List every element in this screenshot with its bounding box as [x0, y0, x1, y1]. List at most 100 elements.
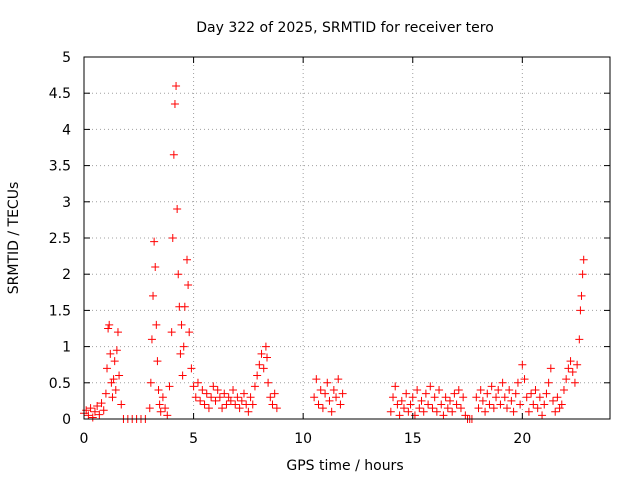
x-tick-label: 15 [404, 431, 422, 447]
data-point [397, 396, 406, 405]
data-point [415, 404, 424, 413]
data-point [496, 400, 505, 409]
data-point [158, 393, 167, 402]
data-point [90, 407, 99, 416]
data-point [450, 389, 459, 398]
data-point [502, 404, 511, 413]
data-point [323, 378, 332, 387]
data-point [533, 404, 542, 413]
data-point [177, 320, 186, 329]
data-point [183, 255, 192, 264]
data-point [332, 393, 341, 402]
data-point [170, 100, 179, 109]
data-point [233, 393, 242, 402]
y-tick-label: 5 [62, 50, 71, 66]
data-point [222, 400, 231, 409]
data-point [448, 407, 457, 416]
data-point [244, 407, 253, 416]
data-point [220, 389, 229, 398]
data-point [524, 407, 533, 416]
data-point [573, 360, 582, 369]
y-tick-label: 4 [62, 122, 71, 138]
data-point [430, 393, 439, 402]
data-point [153, 357, 162, 366]
data-point [101, 389, 110, 398]
data-point [459, 393, 468, 402]
data-point [476, 386, 485, 395]
data-point [266, 393, 275, 402]
data-point [213, 386, 222, 395]
data-point [546, 364, 555, 373]
x-tick-label: 5 [189, 431, 198, 447]
data-point [522, 393, 531, 402]
data-point [478, 396, 487, 405]
x-tick-label: 20 [513, 431, 531, 447]
data-point [564, 364, 573, 373]
data-point [189, 382, 198, 391]
data-point [520, 375, 529, 384]
data-point [485, 400, 494, 409]
data-point [441, 393, 450, 402]
data-point [437, 400, 446, 409]
data-point [161, 404, 170, 413]
data-point [454, 386, 463, 395]
data-point [513, 378, 522, 387]
data-point [169, 150, 178, 159]
data-point [168, 234, 177, 242]
grid-layer [84, 57, 610, 419]
data-point [218, 404, 227, 413]
y-tick-label: 3.5 [49, 159, 71, 175]
data-point [553, 393, 562, 402]
data-point [253, 371, 262, 380]
data-point [527, 389, 536, 398]
data-point [338, 389, 347, 398]
data-point [97, 399, 106, 408]
x-axis-label: GPS time / hours [286, 458, 403, 474]
data-point [150, 237, 159, 246]
data-point [261, 342, 270, 351]
data-point [562, 375, 571, 384]
x-tick-label: 0 [80, 431, 89, 447]
data-point [474, 404, 483, 413]
data-point [165, 382, 174, 391]
data-point [246, 393, 255, 402]
data-point [542, 389, 551, 398]
data-point [184, 281, 193, 290]
data-point [270, 389, 279, 398]
data-point [163, 411, 172, 420]
data-point [111, 386, 120, 395]
data-point [472, 393, 481, 402]
data-point [156, 407, 165, 416]
data-point [435, 386, 444, 395]
data-point [549, 396, 558, 405]
data-point [505, 386, 514, 395]
ticks-layer: 0 0.5 1 1.5 2 2.5 3 3.5 4 4.5 5 0 5 10 15 20 [49, 50, 610, 447]
data-point [88, 413, 97, 422]
data-point [167, 328, 176, 337]
data-point [578, 270, 587, 279]
data-point [399, 404, 408, 413]
data-point [540, 400, 549, 409]
data-point [329, 386, 338, 395]
data-point [511, 389, 520, 398]
data-point [494, 386, 503, 395]
data-point [178, 371, 187, 380]
data-point [432, 407, 441, 416]
data-point [211, 396, 220, 405]
data-point [207, 393, 216, 402]
data-point [113, 328, 122, 337]
data-points-layer [80, 81, 588, 423]
data-point [93, 401, 102, 410]
data-point [557, 400, 566, 409]
data-point [386, 407, 395, 416]
data-point [202, 389, 211, 398]
data-point [535, 393, 544, 402]
data-point [84, 411, 93, 420]
data-point [86, 404, 95, 413]
data-point [103, 364, 112, 373]
data-point [439, 411, 448, 420]
data-point [99, 406, 108, 415]
data-point [402, 389, 411, 398]
data-point [452, 400, 461, 409]
